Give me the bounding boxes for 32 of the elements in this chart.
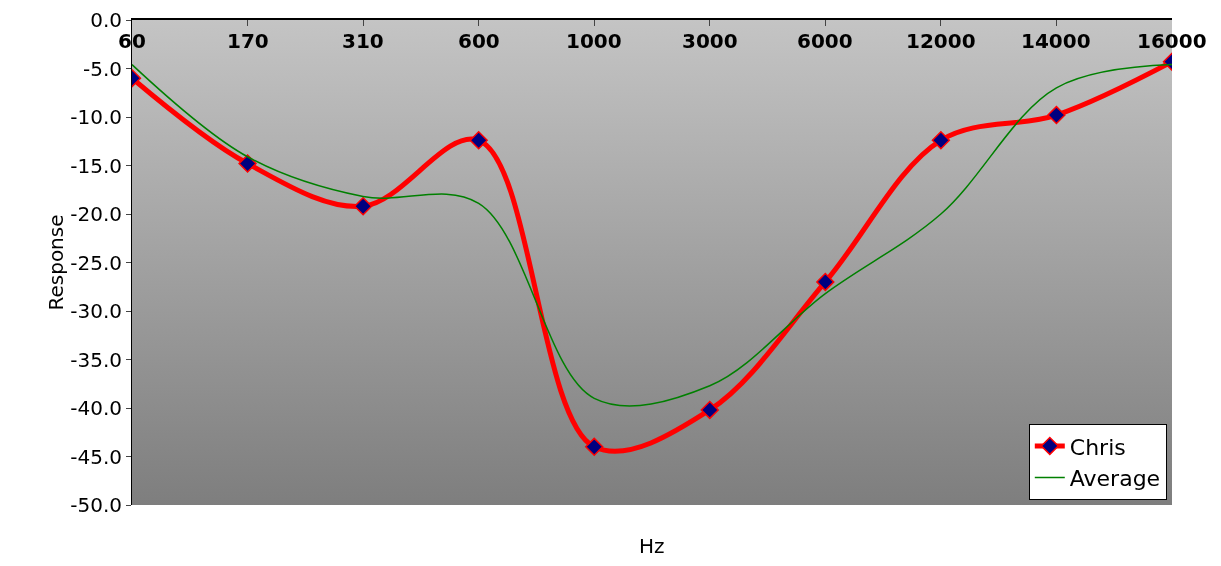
point [1047, 105, 1066, 125]
x-tick-label: 310 [342, 29, 384, 53]
y-tick-label: 0.0 [90, 8, 122, 32]
point [816, 272, 835, 292]
x-tick-label: 14000 [1021, 29, 1091, 53]
y-tick-label: -30.0 [70, 299, 122, 323]
point [585, 437, 604, 456]
y-tick-label: -10.0 [70, 105, 122, 129]
y-tick-label: -25.0 [70, 250, 122, 275]
point [238, 154, 257, 173]
x-tick-label: 600 [458, 29, 500, 53]
x-axis-title: Hz [639, 534, 665, 558]
y-tick-label: -35.0 [70, 347, 122, 372]
x-tick-label: 12000 [906, 29, 976, 53]
x-tick-label: 170 [227, 29, 269, 53]
x-tick-label: 3000 [682, 29, 738, 53]
legend-label: Average [1069, 466, 1161, 492]
point [469, 131, 488, 150]
y-tick-label: -50.0 [70, 493, 122, 517]
x-tick-label: 6000 [797, 29, 853, 53]
point [700, 400, 719, 420]
point [931, 131, 951, 150]
legend-label: Chris [1069, 434, 1126, 460]
point [353, 197, 373, 216]
y-tick-label: -40.0 [70, 396, 122, 420]
y-tick-label: -20.0 [70, 202, 122, 226]
y-tick-label: -45.0 [70, 444, 122, 469]
x-tick-label: 16000 [1137, 29, 1207, 53]
y-tick-label: -5.0 [82, 56, 122, 81]
x-tick-label: 1000 [566, 29, 622, 53]
y-axis-title: Response [44, 214, 69, 311]
y-tick-label: -15.0 [70, 153, 122, 178]
